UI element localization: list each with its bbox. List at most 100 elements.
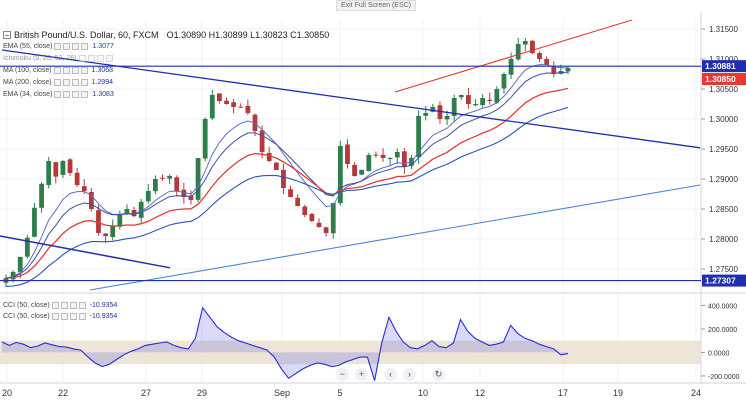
candle-body: [394, 152, 400, 158]
symbol-title: British Pound/U.S. Dollar, 60, FXCM: [14, 30, 159, 40]
time-tick-label: 19: [613, 388, 623, 398]
indicator-legend-ma100[interactable]: MA (100, close) 1.3068: [3, 65, 113, 76]
close-icon[interactable]: [72, 43, 80, 50]
cci-legend-2[interactable]: CCI (50, close) -10.9354: [3, 311, 117, 322]
ohlc-readout: O1.30890 H1.30899 L1.30823 C1.30850: [166, 30, 330, 40]
candle-body: [366, 155, 372, 172]
candle-body: [430, 107, 436, 112]
scroll-left-button[interactable]: ‹: [384, 368, 397, 381]
indicator-label: MA (100, close): [3, 67, 52, 74]
eye-icon[interactable]: [78, 55, 86, 62]
collapse-icon[interactable]: [3, 31, 11, 39]
more-icon[interactable]: [105, 55, 113, 62]
eye-icon[interactable]: [54, 43, 62, 50]
candle-body: [195, 158, 201, 200]
settings-icon[interactable]: [60, 302, 68, 309]
candle-body: [60, 161, 66, 175]
candle-body: [17, 257, 23, 272]
ma-100-line: [5, 87, 569, 279]
candle-body: [345, 144, 350, 164]
ascending-support-line: [89, 184, 701, 291]
candle-body: [515, 44, 521, 60]
price-tick-label: 1.31500: [709, 25, 738, 34]
close-icon[interactable]: [96, 55, 104, 62]
indicator-label: MA (200, close): [3, 79, 52, 86]
more-icon[interactable]: [78, 302, 86, 309]
settings-icon[interactable]: [60, 313, 68, 320]
candle-body: [380, 154, 386, 158]
candle-body: [316, 222, 322, 227]
candle-body: [273, 162, 279, 170]
price-tick-label: 1.29500: [709, 145, 738, 154]
candle-body: [174, 177, 180, 191]
zoom-out-button[interactable]: −: [336, 368, 349, 381]
zoom-in-button[interactable]: +: [355, 368, 368, 381]
eye-icon[interactable]: [53, 79, 61, 86]
indicator-value: 1.3077: [92, 43, 114, 50]
more-icon[interactable]: [78, 313, 86, 320]
candle-body: [88, 191, 94, 209]
candle-body: [24, 237, 30, 257]
indicator-legend-ema34[interactable]: EMA (34, close) 1.3083: [3, 89, 114, 100]
eye-icon[interactable]: [53, 67, 61, 74]
time-tick-label: 22: [58, 388, 68, 398]
more-icon[interactable]: [80, 67, 88, 74]
candle-body: [487, 99, 493, 101]
indicator-label: EMA (34, close): [3, 91, 53, 98]
indicator-value: 1.3083: [92, 91, 114, 98]
eye-icon[interactable]: [51, 302, 59, 309]
candle-body: [167, 176, 173, 179]
cci-neutral-band: [0, 340, 701, 365]
more-icon[interactable]: [80, 79, 88, 86]
candle-body: [302, 206, 308, 215]
eye-icon[interactable]: [51, 313, 59, 320]
indicator-legend-ema55[interactable]: EMA (55, close) 1.3077: [3, 41, 114, 52]
cci-pane: [0, 306, 701, 381]
cci-tick-label: 0.0000: [708, 350, 730, 357]
time-tick-label: Sep: [274, 388, 290, 398]
indicator-legend-ma200[interactable]: MA (200, close) 1.2994: [3, 77, 113, 88]
candle-body: [530, 40, 535, 53]
candle-body: [238, 106, 244, 108]
candle-body: [281, 169, 286, 188]
price-tag-label: 1.27307: [705, 276, 736, 286]
close-icon[interactable]: [72, 91, 80, 98]
settings-icon[interactable]: [87, 55, 95, 62]
close-icon[interactable]: [71, 67, 79, 74]
gridlines: [0, 12, 746, 384]
ma-200-line: [5, 106, 569, 287]
settings-icon[interactable]: [63, 91, 71, 98]
scroll-right-button[interactable]: ›: [403, 368, 416, 381]
price-tag-label: 1.30850: [705, 74, 736, 84]
cci-legend-1[interactable]: CCI (50, close) -10.9354: [3, 300, 117, 311]
candle-body: [181, 189, 187, 197]
settings-icon[interactable]: [63, 43, 71, 50]
more-icon[interactable]: [81, 43, 89, 50]
close-icon[interactable]: [71, 79, 79, 86]
short-trendline: [0, 235, 171, 269]
candle-body: [145, 191, 151, 202]
candle-body: [337, 146, 343, 204]
candle-body: [330, 203, 336, 234]
time-axis: 20 22 27 29 Sep 5 10 12 17 19 24: [2, 388, 701, 398]
candle-body: [152, 179, 158, 192]
price-tick-label: 1.28000: [709, 235, 738, 244]
close-icon[interactable]: [69, 313, 77, 320]
indicator-legend-ichimoku[interactable]: Ichimoku (9, 26, 52, 26): [3, 53, 113, 64]
close-icon[interactable]: [69, 302, 77, 309]
exit-fullscreen-button[interactable]: Exit Full Screen (ESC): [336, 0, 417, 11]
price-pane: [0, 19, 701, 291]
indicator-label: CCI (50, close): [3, 313, 50, 320]
settings-icon[interactable]: [62, 79, 70, 86]
candle-body: [444, 116, 450, 120]
candle-body: [259, 130, 265, 152]
more-icon[interactable]: [81, 91, 89, 98]
price-tick-label: 1.30500: [709, 85, 738, 94]
candle-body: [352, 164, 357, 176]
time-tick-label: 10: [418, 388, 428, 398]
candle-body: [466, 95, 471, 104]
settings-icon[interactable]: [62, 67, 70, 74]
reset-chart-button[interactable]: ↻: [432, 368, 445, 381]
eye-icon[interactable]: [54, 91, 62, 98]
